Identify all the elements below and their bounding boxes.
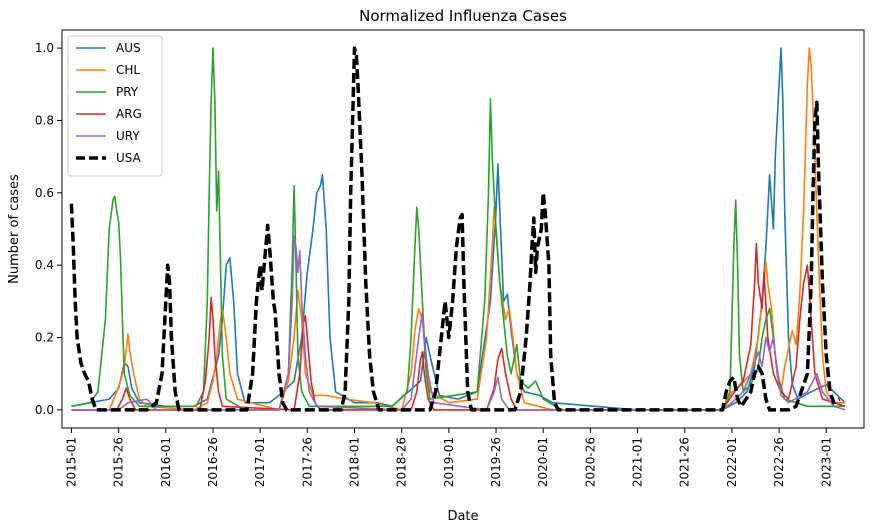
legend-label-pry: PRY (116, 85, 139, 99)
x-tick-label: 2016-26 (206, 437, 220, 487)
x-tick-label: 2015-01 (64, 437, 78, 487)
legend: AUS CHL PRY ARG URY USA (67, 35, 163, 177)
x-axis: 2015-01 2015-26 2016-01 2016-26 2017-01 2017-… (64, 428, 833, 487)
y-tick-label: 0.8 (35, 113, 54, 127)
y-axis: 0.0 0.2 0.4 0.6 0.8 1.0 (35, 41, 62, 417)
legend-label-usa: USA (116, 151, 142, 165)
y-tick-label: 0.6 (35, 186, 54, 200)
legend-box (67, 35, 163, 177)
y-tick-label: 0.4 (35, 258, 54, 272)
x-tick-label: 2019-26 (489, 437, 503, 487)
x-tick-label: 2021-26 (678, 437, 692, 487)
x-tick-label: 2020-01 (536, 437, 550, 487)
series-line-arg (71, 242, 846, 411)
legend-label-arg: ARG (116, 107, 142, 121)
series-line-pry (71, 47, 846, 411)
legend-label-chl: CHL (116, 63, 140, 77)
x-tick-label: 2021-01 (631, 437, 645, 487)
series-layer (69, 46, 846, 412)
y-axis-label: Number of cases (7, 174, 22, 284)
x-tick-label: 2017-01 (253, 437, 267, 487)
y-tick-label: 0.0 (35, 403, 54, 417)
legend-label-aus: AUS (116, 41, 141, 55)
x-tick-label: 2022-26 (772, 437, 786, 487)
series-line-usa (69, 46, 841, 412)
chart-title: Normalized Influenza Cases (359, 7, 567, 25)
x-tick-label: 2020-26 (583, 437, 597, 487)
legend-label-ury: URY (116, 129, 140, 143)
y-tick-label: 1.0 (35, 41, 54, 55)
x-tick-label: 2022-01 (725, 437, 739, 487)
x-tick-label: 2015-26 (112, 437, 126, 487)
x-tick-label: 2023-01 (819, 437, 833, 487)
plot-area-frame (61, 29, 865, 429)
x-tick-label: 2019-01 (442, 437, 456, 487)
x-tick-label: 2017-26 (300, 437, 314, 487)
x-tick-label: 2018-26 (395, 437, 409, 487)
x-tick-label: 2016-01 (159, 437, 173, 487)
y-tick-label: 0.2 (35, 331, 54, 345)
series-line-chl (71, 47, 846, 411)
x-tick-label: 2018-01 (347, 437, 361, 487)
x-axis-label: Date (447, 509, 478, 524)
